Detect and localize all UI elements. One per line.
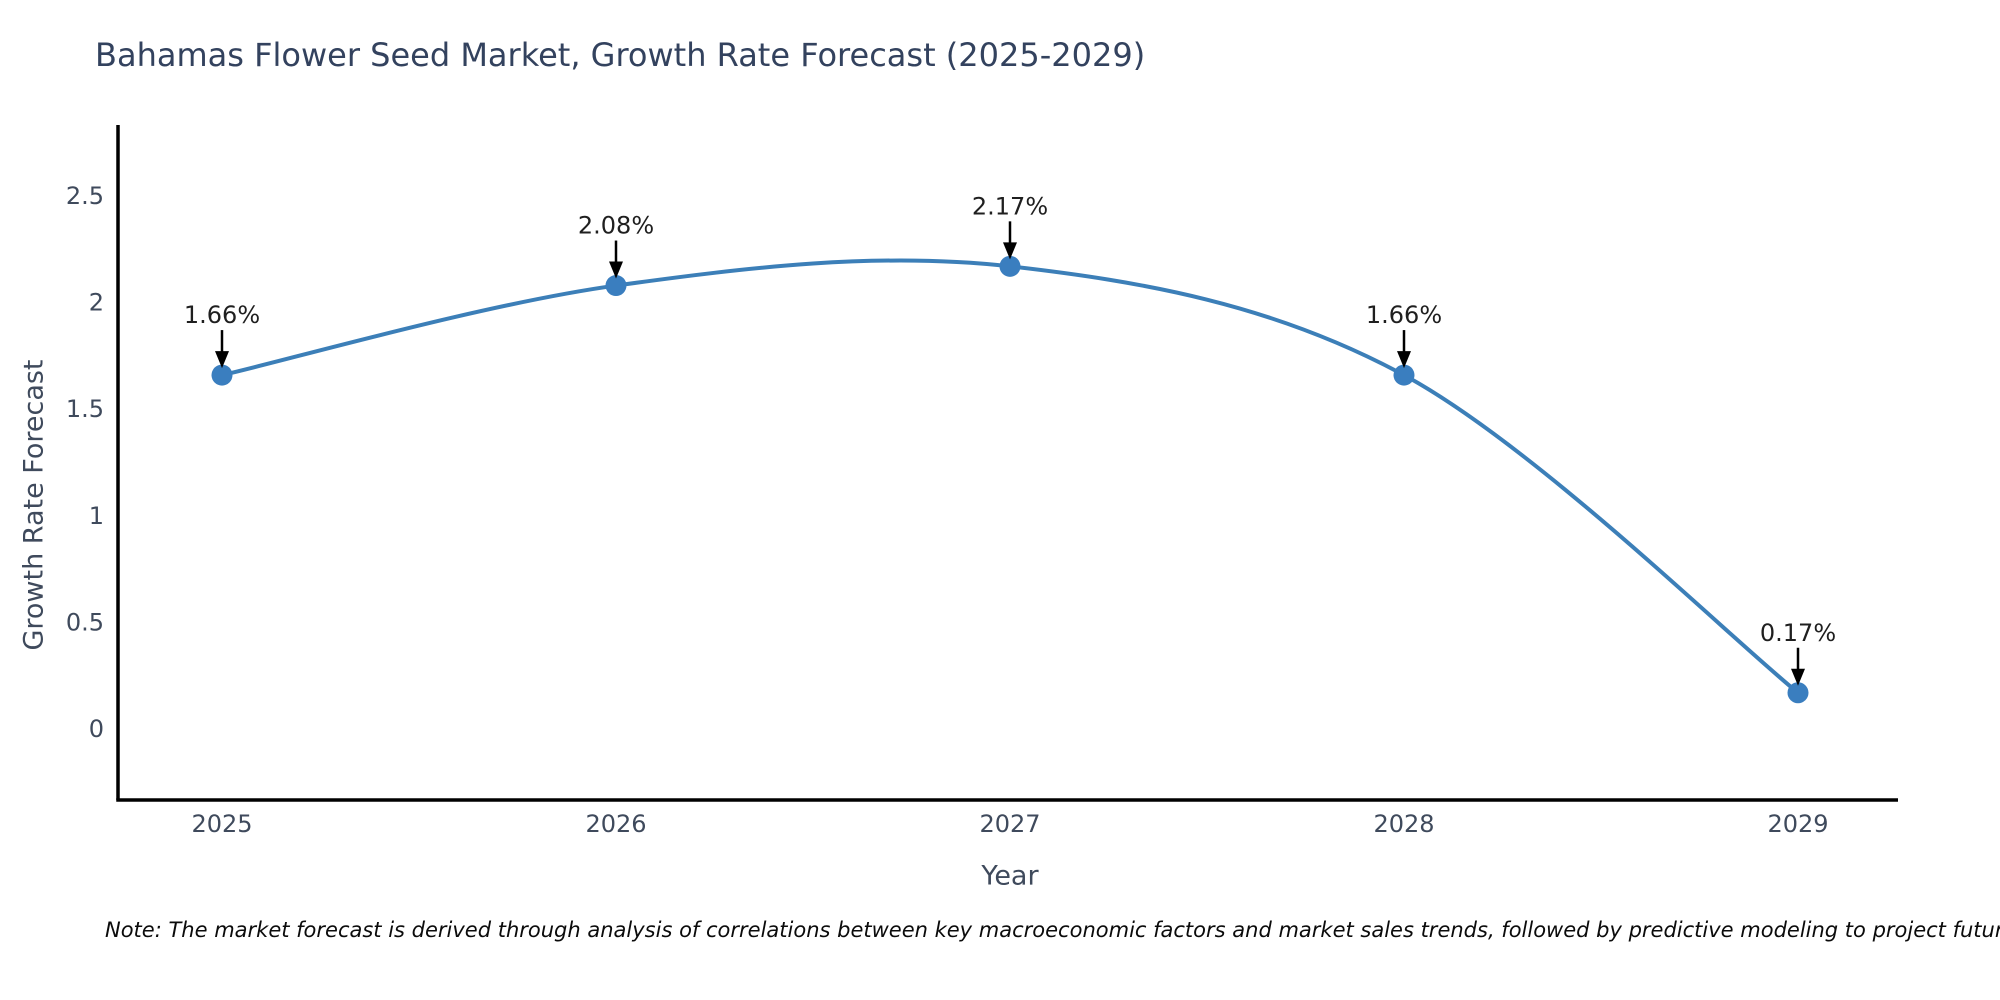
y-tick-label: 2.5 bbox=[66, 182, 104, 210]
annotation-arrowhead-icon bbox=[215, 351, 229, 369]
footnote: Note: The market forecast is derived thr… bbox=[105, 918, 2000, 942]
x-tick-label: 2025 bbox=[191, 810, 252, 838]
annotation-arrowhead-icon bbox=[609, 261, 623, 279]
data-point-2025[interactable] bbox=[211, 364, 233, 386]
x-tick-label: 2027 bbox=[979, 810, 1040, 838]
annotation-arrowhead-icon bbox=[1791, 668, 1805, 686]
x-tick-label: 2026 bbox=[585, 810, 646, 838]
annotation-arrowhead-icon bbox=[1003, 242, 1017, 260]
x-axis-title: Year bbox=[981, 860, 1039, 892]
y-tick-label: 1 bbox=[89, 502, 104, 530]
data-point-2028[interactable] bbox=[1393, 364, 1415, 386]
annotation-label-2028: 1.66% bbox=[1366, 301, 1442, 329]
x-tick-label: 2028 bbox=[1373, 810, 1434, 838]
y-tick-label: 1.5 bbox=[66, 395, 104, 423]
annotation-label-2029: 0.17% bbox=[1760, 619, 1836, 647]
annotation-label-2026: 2.08% bbox=[578, 212, 654, 240]
data-point-2026[interactable] bbox=[605, 275, 627, 297]
forecast-line bbox=[220, 258, 1800, 695]
data-point-2027[interactable] bbox=[999, 255, 1021, 277]
annotation-arrowhead-icon bbox=[1397, 351, 1411, 369]
y-tick-label: 0 bbox=[89, 715, 104, 743]
data-point-2029[interactable] bbox=[1787, 682, 1809, 704]
chart-title: Bahamas Flower Seed Market, Growth Rate … bbox=[95, 36, 1146, 74]
x-tick-label: 2029 bbox=[1767, 810, 1828, 838]
annotation-label-2027: 2.17% bbox=[972, 192, 1048, 220]
y-tick-label: 0.5 bbox=[66, 608, 104, 636]
y-tick-label: 2 bbox=[89, 289, 104, 317]
annotation-label-2025: 1.66% bbox=[184, 301, 260, 329]
